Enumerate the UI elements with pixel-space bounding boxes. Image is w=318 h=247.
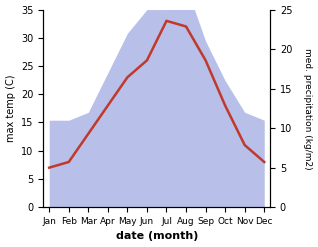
Y-axis label: max temp (C): max temp (C) xyxy=(5,75,16,142)
Y-axis label: med. precipitation (kg/m2): med. precipitation (kg/m2) xyxy=(303,48,313,169)
X-axis label: date (month): date (month) xyxy=(115,231,198,242)
